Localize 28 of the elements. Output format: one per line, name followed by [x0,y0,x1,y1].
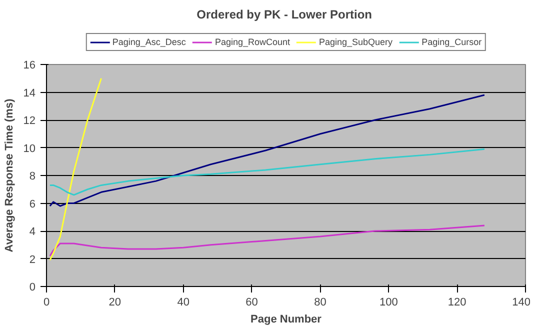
line-series [49,224,486,257]
x-tick-label: 80 [314,296,326,308]
line-series [49,78,102,261]
x-tick-label: 120 [448,296,466,308]
chart-title: Ordered by PK - Lower Portion [196,8,372,22]
y-tick-label: 12 [23,115,36,127]
legend-label: Paging_Asc_Desc [112,37,186,47]
y-tick-label: 10 [23,142,36,155]
y-tick-label: 16 [23,60,36,72]
y-tick-label: 8 [29,170,36,182]
x-tick-label: 40 [177,296,190,308]
line-series [49,94,486,207]
y-tick-label: 4 [29,226,36,238]
legend-label: Paging_Cursor [422,37,482,47]
x-tick-label: 60 [246,296,258,308]
y-tick-label: 0 [29,282,36,294]
y-tick-label: 6 [29,198,36,210]
legend-label: Paging_RowCount [214,37,290,47]
x-tick-label: 100 [379,296,398,308]
y-axis-title: Average Response Time (ms) [3,98,16,252]
y-tick-label: 2 [29,254,36,266]
x-axis-title: Page Number [250,314,322,326]
x-tick-label: 140 [512,296,531,308]
x-tick-label: 20 [108,296,122,308]
line-series [49,148,486,196]
y-tick-label: 14 [23,87,36,100]
legend-label: Paging_SubQuery [319,37,393,47]
x-tick-label: 0 [43,296,50,308]
